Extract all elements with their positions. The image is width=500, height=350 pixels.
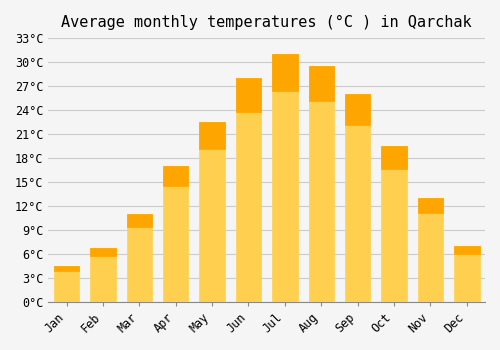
Bar — [272, 54, 297, 91]
Bar — [163, 166, 188, 186]
Bar — [272, 54, 297, 302]
Bar — [54, 266, 80, 271]
Bar — [200, 122, 225, 302]
Bar — [308, 66, 334, 102]
Title: Average monthly temperatures (°C ) in Qarchak: Average monthly temperatures (°C ) in Qa… — [62, 15, 472, 30]
Bar — [200, 122, 225, 149]
Bar — [418, 198, 443, 214]
Bar — [163, 166, 188, 302]
Bar — [126, 214, 152, 227]
Bar — [345, 94, 370, 302]
Bar — [90, 248, 116, 302]
Bar — [126, 214, 152, 302]
Bar — [345, 94, 370, 125]
Bar — [236, 78, 261, 302]
Bar — [90, 248, 116, 256]
Bar — [308, 66, 334, 302]
Bar — [382, 146, 407, 302]
Bar — [54, 266, 80, 302]
Bar — [418, 198, 443, 302]
Bar — [236, 78, 261, 112]
Bar — [454, 246, 479, 302]
Bar — [382, 146, 407, 169]
Bar — [454, 246, 479, 254]
